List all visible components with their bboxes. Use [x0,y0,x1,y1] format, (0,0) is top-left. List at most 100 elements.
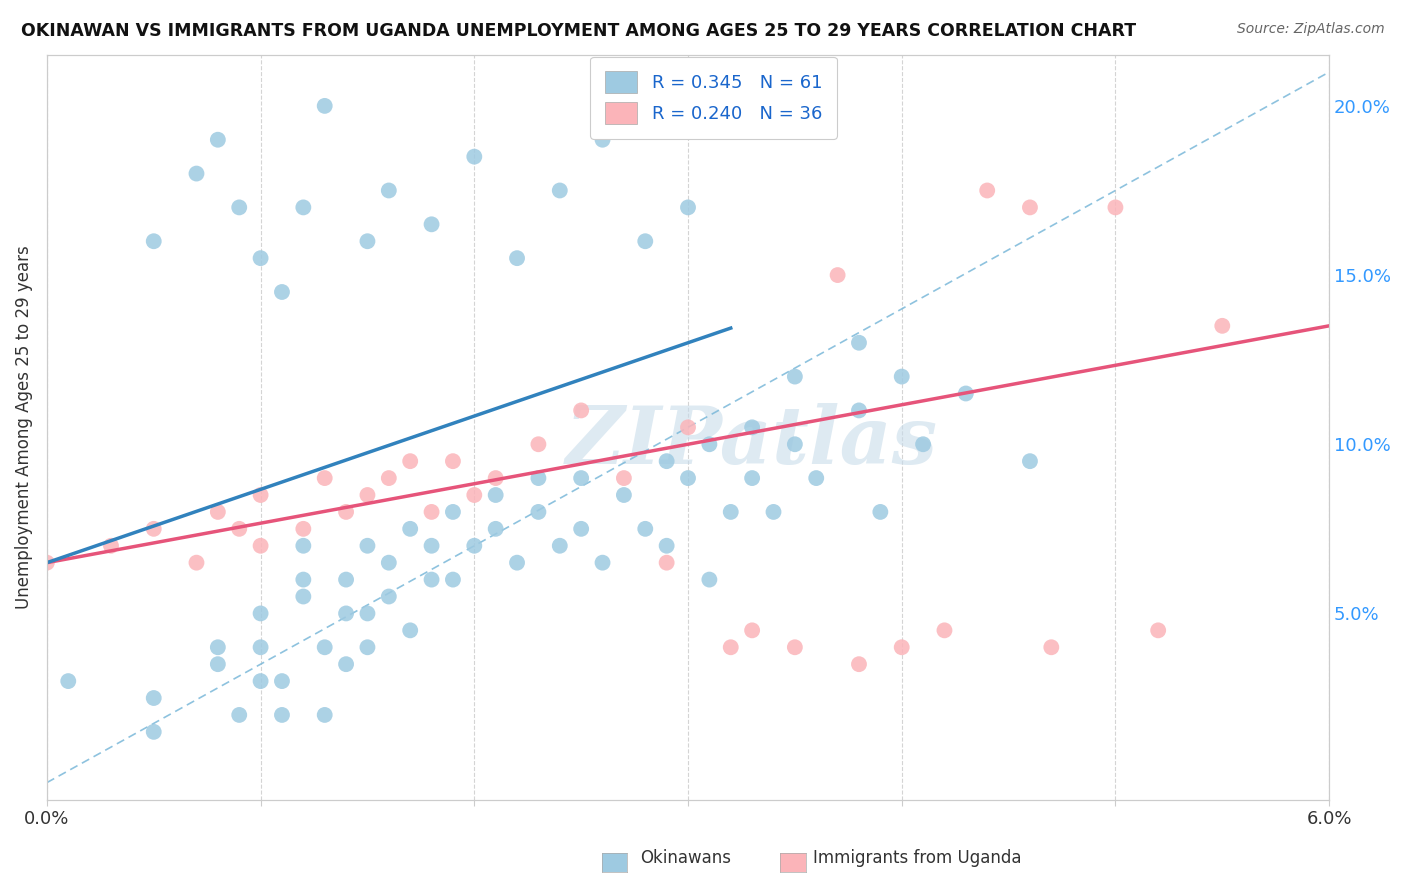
Point [399,454,422,468]
Point [292,201,315,215]
Point [292,590,315,604]
Point [207,133,229,147]
Point [356,488,378,502]
Point [699,573,721,587]
Point [463,488,485,502]
Point [228,522,250,536]
Point [720,640,742,655]
Point [741,420,763,434]
Point [527,505,550,519]
Point [592,133,614,147]
Point [485,471,508,485]
Point [613,488,636,502]
Point [399,624,422,638]
Point [527,437,550,451]
Point [142,691,165,706]
Point [292,573,315,587]
Point [848,335,870,350]
Point [378,184,401,198]
Point [848,657,870,672]
Point [676,471,699,485]
Point [249,607,271,621]
Point [741,471,763,485]
Point [506,556,529,570]
Point [548,184,571,198]
Point [592,556,614,570]
Point [485,522,508,536]
Point [569,471,592,485]
Point [142,724,165,739]
Point [655,454,678,468]
Point [314,707,336,722]
Point [934,624,956,638]
Text: Immigrants from Uganda: Immigrants from Uganda [813,849,1021,867]
Point [186,556,208,570]
Point [762,505,785,519]
Point [186,167,208,181]
Point [441,573,464,587]
Point [356,607,378,621]
Point [720,99,742,113]
Point [890,369,912,384]
Point [292,539,315,553]
Point [441,454,464,468]
Point [271,707,294,722]
Point [314,99,336,113]
Point [249,674,271,689]
Point [890,640,912,655]
Point [1211,318,1233,333]
Point [912,437,935,451]
Point [249,488,271,502]
Point [1104,201,1126,215]
Point [35,556,58,570]
Point [335,657,357,672]
Point [420,505,443,519]
Point [378,590,401,604]
Point [848,403,870,417]
Point [976,184,998,198]
Point [655,556,678,570]
Point [634,522,657,536]
Point [527,471,550,485]
Point [806,471,828,485]
Point [314,471,336,485]
Point [356,539,378,553]
Point [827,268,849,282]
Point [356,640,378,655]
Point [249,640,271,655]
Point [142,522,165,536]
Point [676,420,699,434]
Point [335,505,357,519]
Point [378,471,401,485]
Point [420,217,443,231]
Point [207,657,229,672]
Point [783,437,806,451]
Point [207,505,229,519]
Point [399,522,422,536]
Point [955,386,977,401]
Point [100,539,122,553]
Point [655,539,678,553]
Point [249,251,271,265]
Point [506,251,529,265]
Point [1147,624,1170,638]
Point [420,539,443,553]
Point [463,150,485,164]
Point [420,573,443,587]
Point [741,624,763,638]
Point [699,437,721,451]
Point [335,607,357,621]
Point [228,707,250,722]
Point [676,201,699,215]
Point [441,505,464,519]
Point [569,522,592,536]
Point [378,556,401,570]
Point [314,640,336,655]
Point [485,488,508,502]
Point [1019,201,1042,215]
Point [869,505,891,519]
Point [292,522,315,536]
Point [1040,640,1063,655]
Point [720,505,742,519]
Legend: R = 0.345   N = 61, R = 0.240   N = 36: R = 0.345 N = 61, R = 0.240 N = 36 [591,57,837,138]
